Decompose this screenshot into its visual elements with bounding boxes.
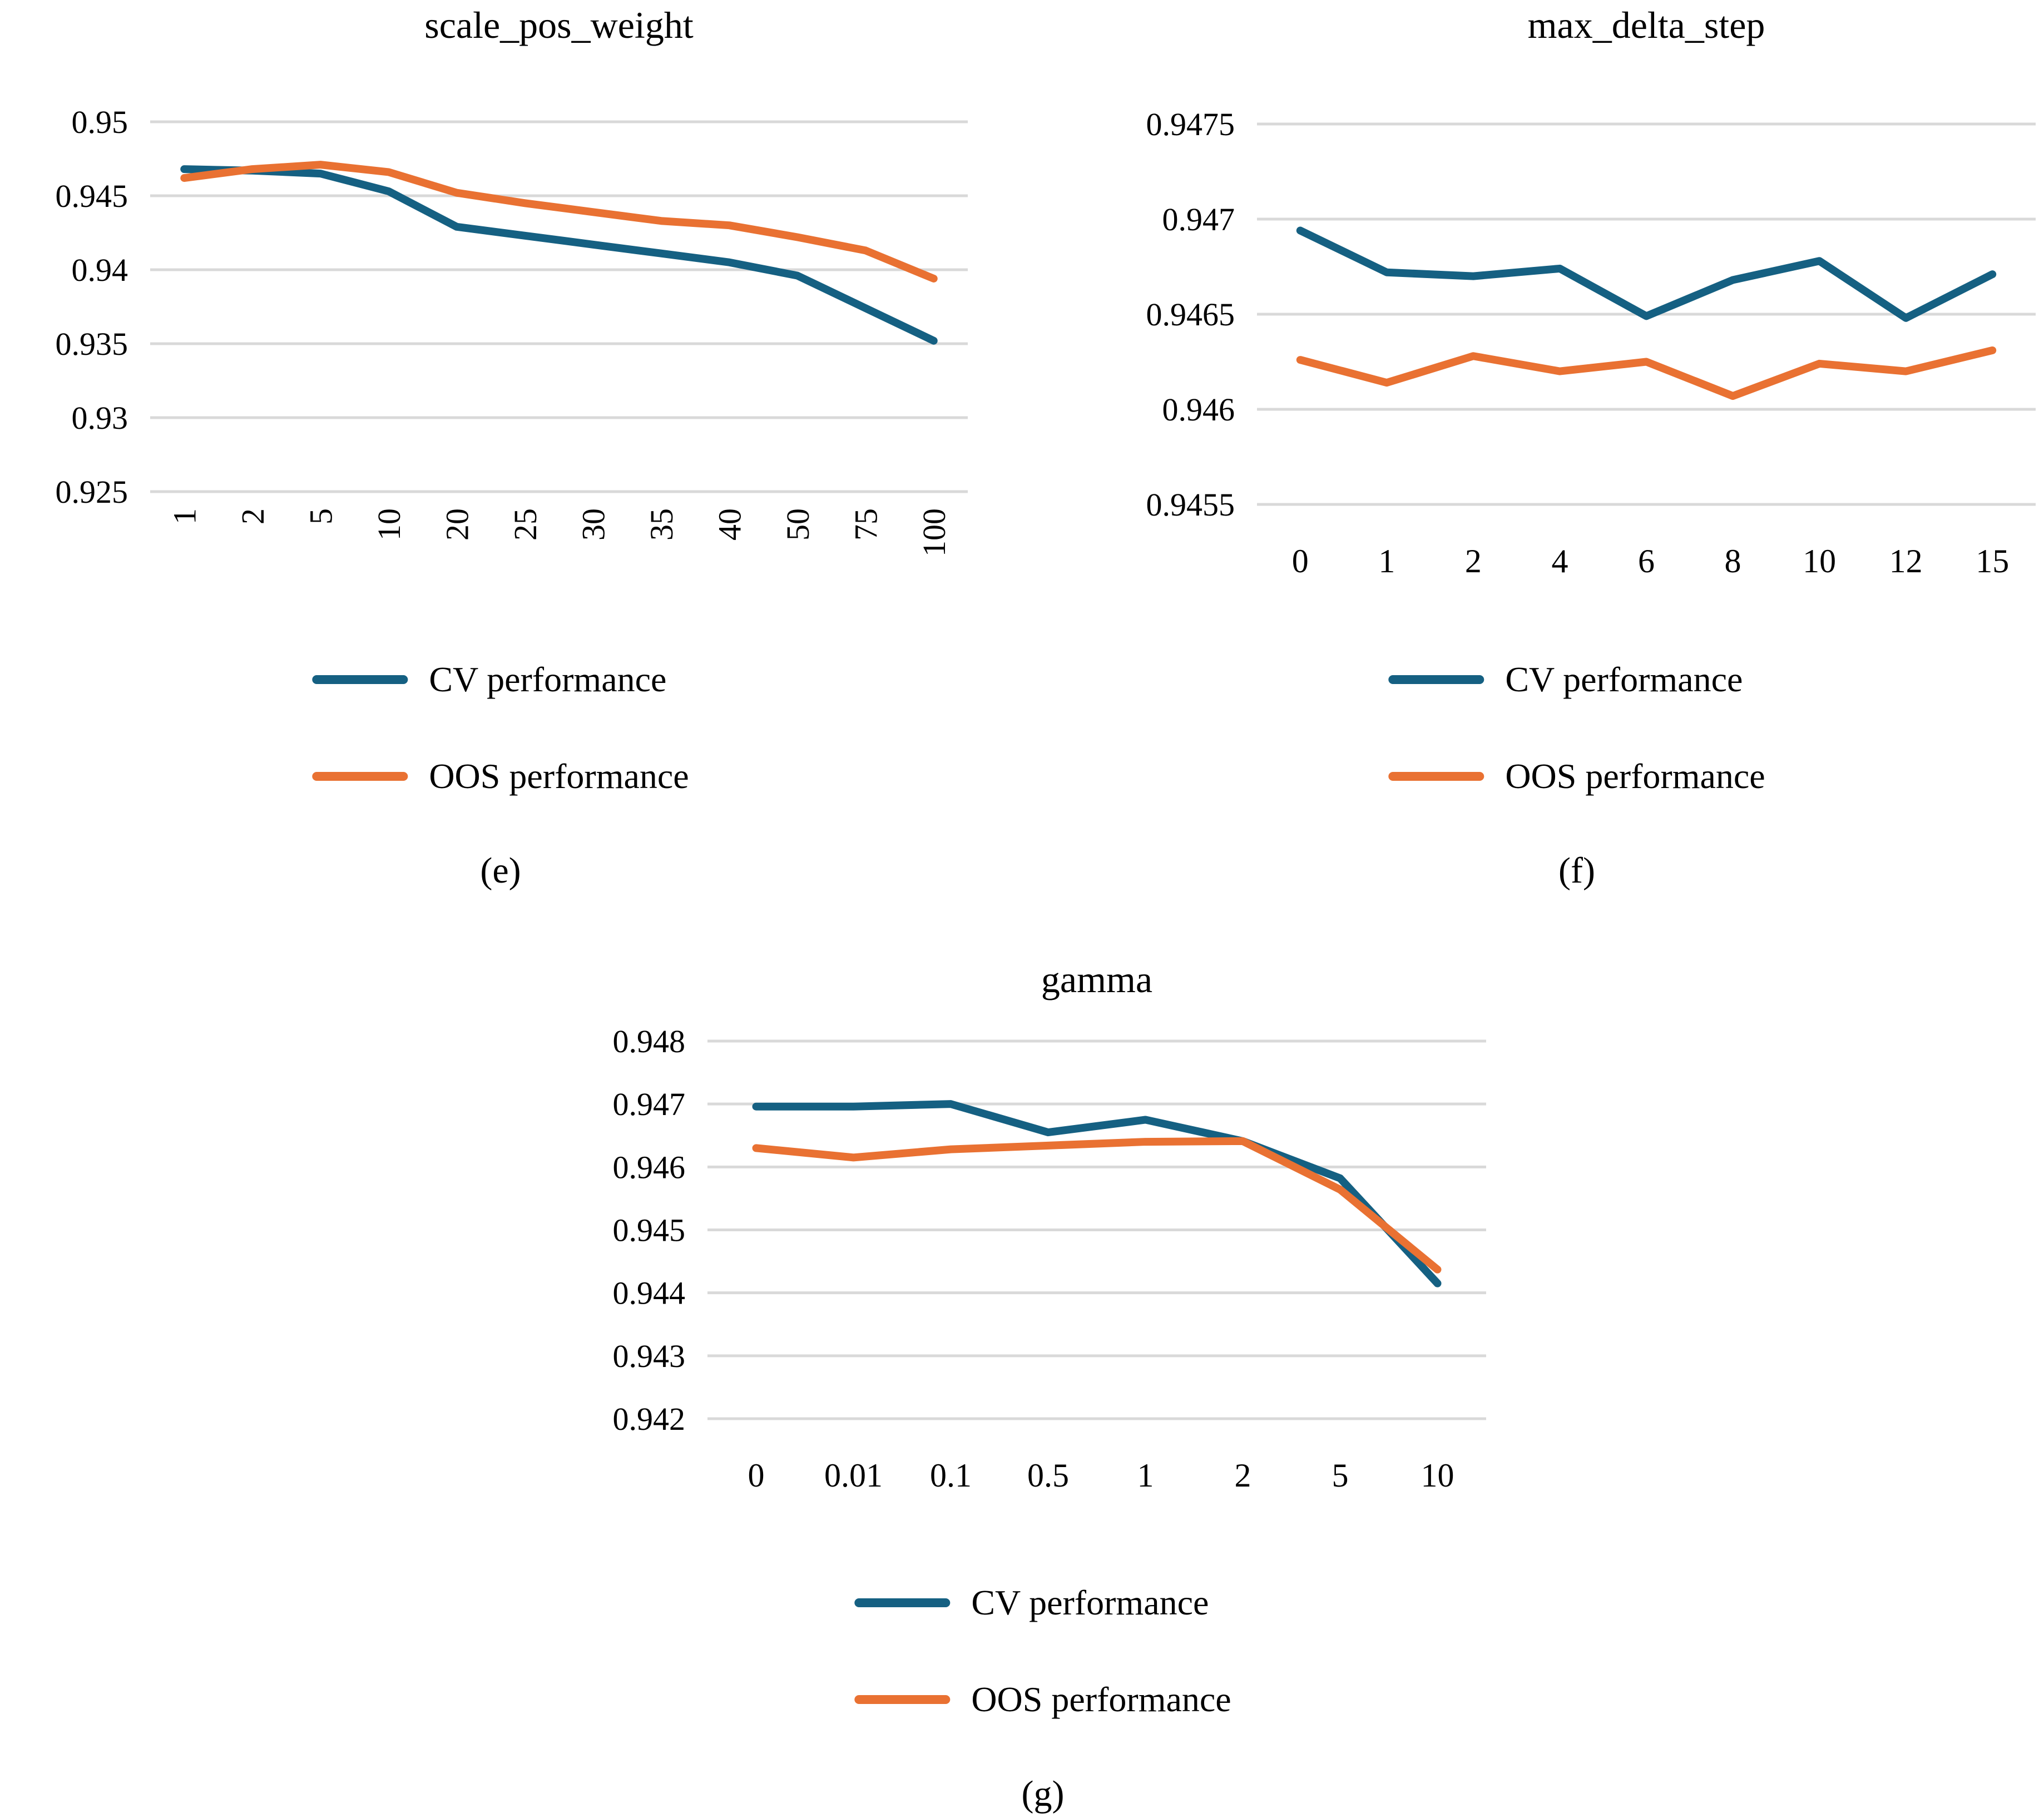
series-line-cv xyxy=(1296,226,1997,322)
y-tick-label: 0.93 xyxy=(72,400,128,436)
legend: CV performance OOS performance xyxy=(312,662,689,794)
x-tick-label: 30 xyxy=(575,508,611,541)
x-tick-label: 10 xyxy=(1421,1457,1454,1494)
series-line-oos xyxy=(1296,346,1997,400)
chart-caption: (e) xyxy=(480,850,521,891)
x-tick-label: 0.01 xyxy=(824,1457,883,1494)
legend-item-oos: OOS performance xyxy=(854,1682,1231,1717)
x-tick-label: 2 xyxy=(1235,1457,1251,1494)
x-tick-label: 0 xyxy=(1292,543,1309,579)
x-tick-label: 15 xyxy=(1976,543,2009,579)
y-tick-label: 0.9465 xyxy=(1146,296,1235,333)
y-tick-label: 0.948 xyxy=(613,1023,686,1059)
x-tick-label: 4 xyxy=(1551,543,1568,579)
legend-label-oos: OOS performance xyxy=(429,756,689,796)
legend-label-cv: CV performance xyxy=(971,1583,1209,1622)
chart-title: max_delta_step xyxy=(1527,4,1765,46)
chart-title: scale_pos_weight xyxy=(424,4,694,46)
y-tick-label: 0.935 xyxy=(56,326,128,362)
x-tick-label: 50 xyxy=(780,508,816,541)
x-tick-label: 2 xyxy=(1465,543,1482,579)
y-tick-label: 0.943 xyxy=(613,1338,686,1374)
legend-item-cv: CV performance xyxy=(312,662,666,697)
x-tick-label: 75 xyxy=(848,508,884,541)
x-tick-label: 1 xyxy=(1137,1457,1154,1494)
cv-line-swatch xyxy=(312,675,408,684)
chart-caption: (f) xyxy=(1558,850,1595,891)
y-tick-label: 0.95 xyxy=(72,104,128,140)
series-line-oos xyxy=(180,161,938,283)
x-tick-label: 40 xyxy=(711,508,748,541)
legend-label-oos: OOS performance xyxy=(1505,756,1765,796)
cv-line-swatch xyxy=(1388,675,1484,684)
cv-line-swatch xyxy=(854,1598,951,1607)
y-tick-label: 0.94 xyxy=(72,252,128,288)
chart-max-delta-step: max_delta_step 0.9475 0.947 0.9465 0.946 0.9… xyxy=(1021,0,2044,923)
chart-gamma: gamma 0.948 0.947 0.946 0.945 0.944 0.943 0.94… xyxy=(512,923,1535,1818)
oos-line-swatch xyxy=(854,1695,951,1704)
legend-label-cv: CV performance xyxy=(429,660,667,699)
legend-item-cv: CV performance xyxy=(1388,662,1743,697)
line-plot: 0.948 0.947 0.946 0.945 0.944 0.943 0.942 0 0.01… xyxy=(613,1023,1486,1494)
x-tick-label: 25 xyxy=(507,508,543,541)
y-tick-label: 0.947 xyxy=(613,1086,686,1122)
y-tick-label: 0.944 xyxy=(613,1275,686,1311)
x-tick-label: 0 xyxy=(748,1457,765,1494)
x-tick-label: 1 xyxy=(166,508,202,524)
legend-item-cv: CV performance xyxy=(854,1585,1209,1621)
x-tick-label: 2 xyxy=(235,508,271,524)
x-tick-label: 0.5 xyxy=(1027,1457,1069,1494)
y-tick-label: 0.946 xyxy=(613,1149,686,1185)
y-tick-label: 0.945 xyxy=(613,1212,686,1249)
chart-caption: (g) xyxy=(1021,1774,1065,1814)
x-tick-label: 35 xyxy=(644,508,680,541)
legend: CV performance OOS performance xyxy=(854,1585,1231,1717)
legend-item-oos: OOS performance xyxy=(312,759,689,794)
x-tick-label: 20 xyxy=(439,508,475,541)
series-line-oos xyxy=(752,1137,1442,1274)
legend-label-cv: CV performance xyxy=(1505,660,1743,699)
legend: CV performance OOS performance xyxy=(1388,662,1765,794)
x-tick-label: 8 xyxy=(1725,543,1741,579)
chart-scale-pos-weight: scale_pos_weight 0.95 0.945 0.94 0.935 0.93 0… xyxy=(0,0,1023,923)
x-tick-label: 5 xyxy=(303,508,339,524)
x-tick-label: 0.1 xyxy=(930,1457,972,1494)
oos-line-swatch xyxy=(1388,772,1484,781)
x-tick-label: 1 xyxy=(1378,543,1395,579)
series-line-cv xyxy=(752,1100,1442,1287)
x-tick-label: 6 xyxy=(1638,543,1655,579)
chart-title: gamma xyxy=(1041,958,1153,1000)
x-tick-label: 12 xyxy=(1889,543,1923,579)
y-tick-label: 0.9455 xyxy=(1146,487,1235,523)
x-tick-label: 100 xyxy=(916,508,952,557)
y-tick-label: 0.945 xyxy=(56,178,128,214)
legend-item-oos: OOS performance xyxy=(1388,759,1765,794)
x-tick-label: 10 xyxy=(371,508,407,541)
y-tick-label: 0.947 xyxy=(1162,201,1235,237)
y-tick-label: 0.946 xyxy=(1162,392,1235,428)
y-tick-label: 0.942 xyxy=(613,1401,686,1437)
series-line-cv xyxy=(180,165,938,345)
y-tick-label: 0.9475 xyxy=(1146,106,1235,142)
oos-line-swatch xyxy=(312,772,408,781)
y-tick-label: 0.925 xyxy=(56,474,128,510)
x-tick-label: 10 xyxy=(1803,543,1836,579)
x-tick-label: 5 xyxy=(1332,1457,1349,1494)
legend-label-oos: OOS performance xyxy=(971,1680,1231,1719)
